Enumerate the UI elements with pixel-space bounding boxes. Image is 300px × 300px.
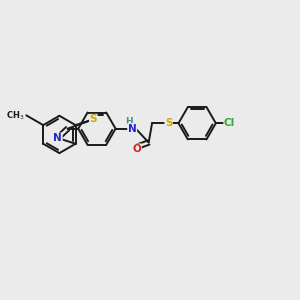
Text: H: H xyxy=(125,117,133,126)
Text: S: S xyxy=(165,118,172,128)
Text: N: N xyxy=(53,133,62,143)
Text: CH$_3$: CH$_3$ xyxy=(6,109,25,122)
Text: S: S xyxy=(90,114,97,124)
Text: O: O xyxy=(133,144,141,154)
Text: Cl: Cl xyxy=(224,118,235,128)
Text: N: N xyxy=(128,124,136,134)
